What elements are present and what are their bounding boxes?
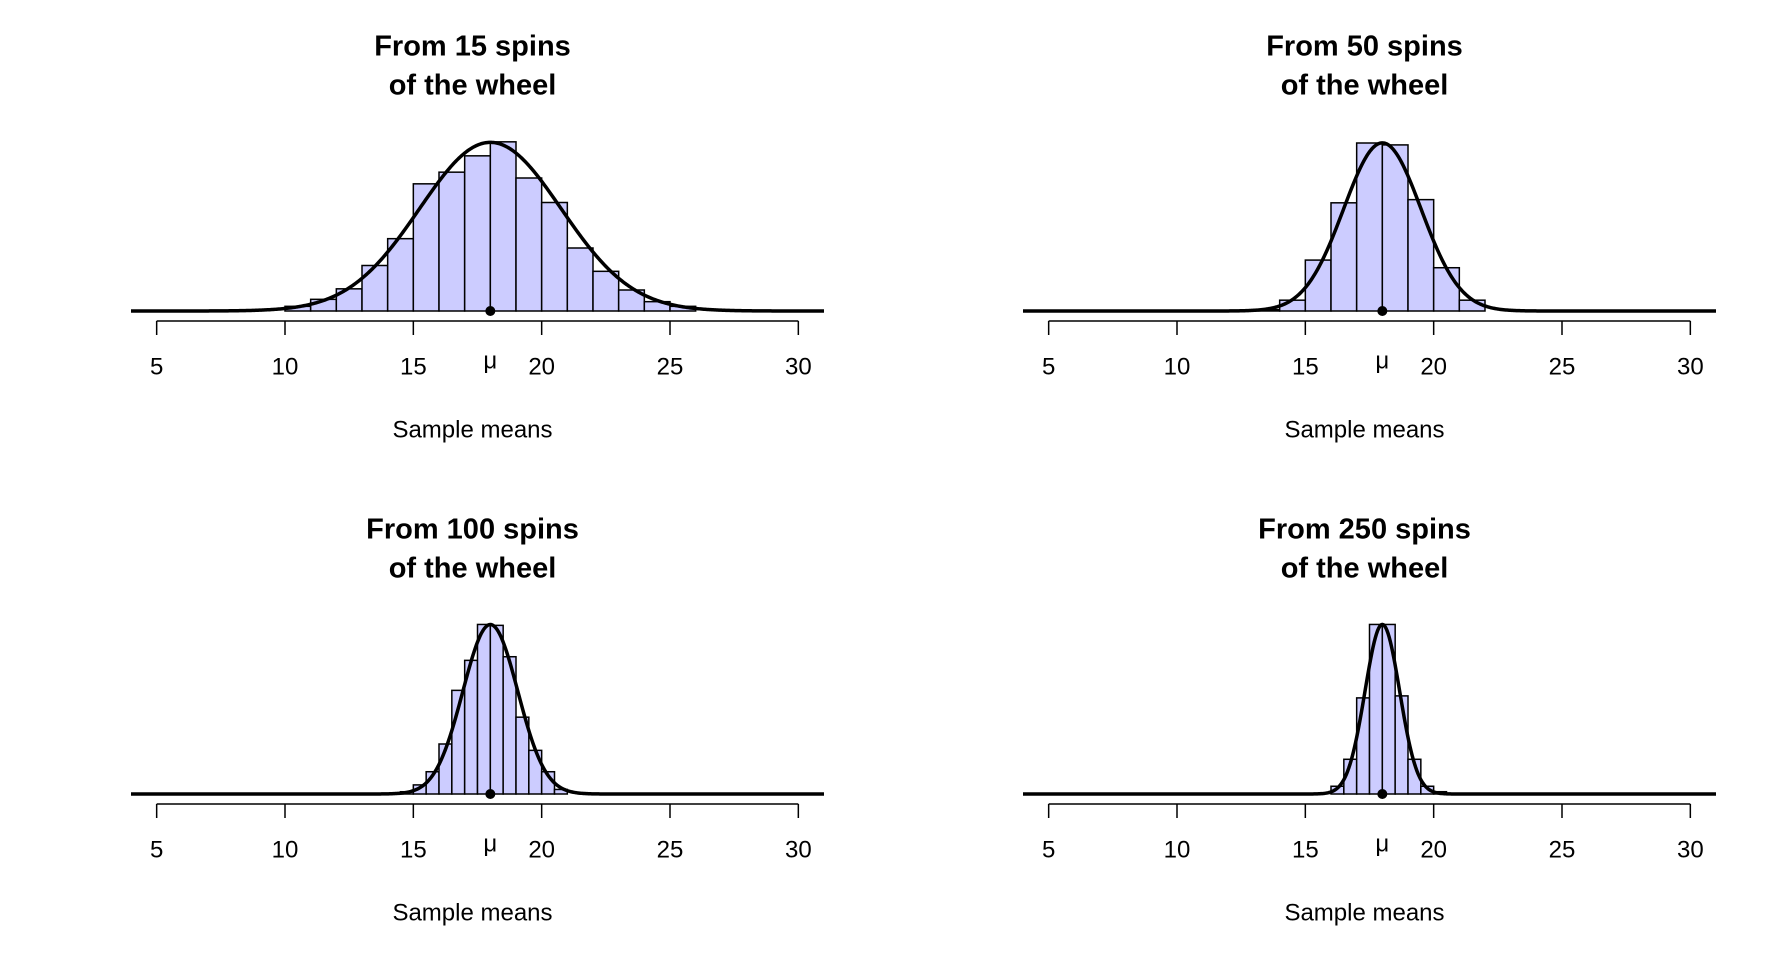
bar: [412, 183, 440, 312]
bar: [540, 201, 569, 312]
x-tick-label: 30: [785, 836, 812, 863]
x-tick-label: 10: [272, 836, 299, 863]
x-tick-label: μ: [1375, 347, 1389, 374]
x-tick-label: 20: [1420, 836, 1447, 863]
bar: [463, 155, 492, 312]
x-tick-label: 5: [1042, 836, 1055, 863]
chart-title: of the wheel: [1281, 553, 1449, 585]
chart-title: From 15 spins: [374, 31, 571, 63]
x-axis-label: Sample means: [1284, 416, 1444, 443]
bar: [515, 177, 543, 312]
x-tick-label: 10: [1164, 836, 1191, 863]
x-tick-label: 15: [400, 353, 427, 380]
x-tick-label: 20: [528, 353, 555, 380]
mean-point: [1377, 306, 1388, 316]
bar: [489, 624, 504, 795]
x-axis-label: Sample means: [392, 899, 552, 926]
chart-panel: From 250 spins of the wheel 5 10 15 μ 20 25 30 Sa…: [1023, 514, 1716, 926]
bar: [438, 171, 466, 312]
chart-title: of the wheel: [389, 553, 557, 585]
bar: [566, 247, 594, 312]
x-tick-label: 20: [1420, 353, 1447, 380]
bar: [476, 623, 492, 795]
bar: [592, 270, 620, 312]
chart-panel: From 15 spins of the wheel 5 10 15 μ 20 25 30 Sam…: [131, 31, 824, 443]
x-tick-label: 30: [785, 353, 812, 380]
bar: [1330, 202, 1358, 312]
x-tick-label: 30: [1677, 836, 1704, 863]
x-axis-label: Sample means: [392, 416, 552, 443]
chart-title: of the wheel: [389, 70, 557, 102]
mean-point: [485, 306, 496, 316]
x-tick-label: 30: [1677, 353, 1704, 380]
x-tick-label: μ: [483, 830, 497, 857]
density-curve: [1023, 622, 1716, 796]
density-curve: [131, 622, 824, 796]
mean-point: [485, 789, 496, 799]
density-curve: [1023, 141, 1716, 313]
chart-title: From 50 spins: [1266, 31, 1463, 63]
x-tick-label: 15: [400, 836, 427, 863]
x-tick-label: 10: [272, 353, 299, 380]
bar: [617, 289, 646, 312]
chart-panel: From 50 spins of the wheel 5 10 15 μ 20 25 30 Sam…: [1023, 31, 1716, 443]
x-axis-label: Sample means: [1284, 899, 1444, 926]
chart-title: of the wheel: [1281, 70, 1449, 102]
x-tick-label: 25: [657, 836, 684, 863]
x-tick-label: 25: [657, 353, 684, 380]
bar: [1407, 198, 1435, 312]
bar: [361, 264, 389, 312]
x-tick-label: 15: [1292, 836, 1319, 863]
x-tick-label: μ: [1375, 830, 1389, 857]
x-tick-label: 5: [150, 836, 163, 863]
x-tick-label: 10: [1164, 353, 1191, 380]
x-tick-label: 20: [528, 836, 555, 863]
bar: [1432, 266, 1461, 312]
x-tick-label: 5: [150, 353, 163, 380]
x-tick-label: μ: [483, 347, 497, 374]
bar: [489, 141, 517, 312]
mean-point: [1377, 789, 1388, 799]
x-tick-label: 25: [1549, 353, 1576, 380]
chart-title: From 250 spins: [1258, 514, 1471, 546]
chart-panel: From 100 spins of the wheel 5 10 15 μ 20 25 30 Sa…: [131, 514, 824, 926]
x-tick-label: 25: [1549, 836, 1576, 863]
x-tick-label: 5: [1042, 353, 1055, 380]
chart-title: From 100 spins: [366, 514, 579, 546]
x-tick-label: 15: [1292, 353, 1319, 380]
density-curve: [131, 140, 824, 313]
bar: [1355, 142, 1384, 312]
